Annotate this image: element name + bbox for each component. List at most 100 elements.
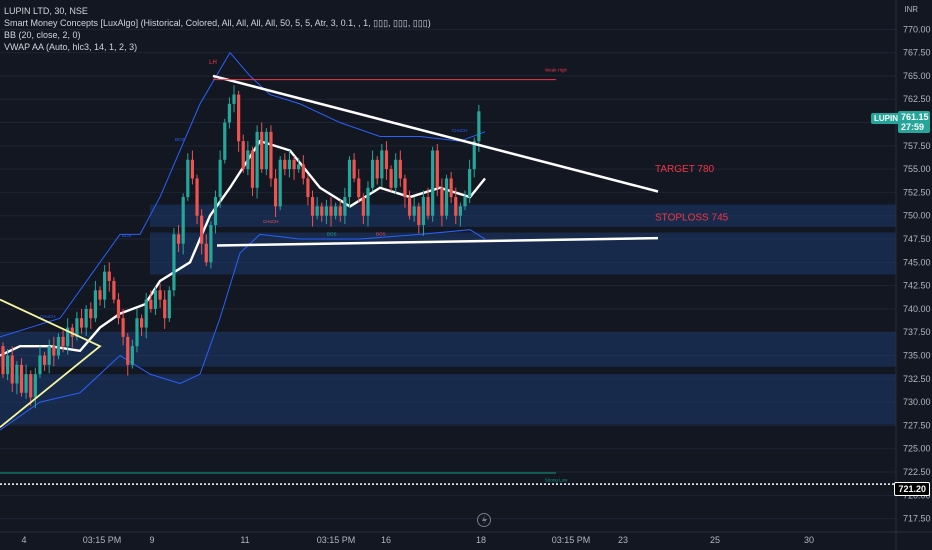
candle-body xyxy=(6,355,10,375)
candle-body xyxy=(394,159,398,188)
trendline-upper xyxy=(212,74,659,193)
price-tick-label: 745.00 xyxy=(903,257,931,267)
candle-body xyxy=(431,150,435,216)
candle-body xyxy=(292,159,296,170)
indicator-smc[interactable]: Smart Money Concepts [LuxAlgo] (Historic… xyxy=(4,18,431,28)
candle-body xyxy=(338,206,342,216)
bos-label: BOS xyxy=(376,231,386,236)
candle-body xyxy=(144,299,148,328)
lightning-icon xyxy=(482,515,487,525)
time-tick-label: 18 xyxy=(476,535,486,545)
candle-body xyxy=(255,131,259,188)
price-tick-label: 770.00 xyxy=(903,24,931,34)
candle-body xyxy=(172,234,176,291)
candle-body xyxy=(24,374,28,393)
candle-body xyxy=(444,178,449,216)
candle-body xyxy=(389,169,393,188)
price-tick-label: 727.50 xyxy=(903,420,931,430)
trendline-lower xyxy=(216,236,659,247)
choch-label: CHoCH xyxy=(452,128,468,133)
order-block-zones xyxy=(0,204,896,425)
time-tick-label: 11 xyxy=(240,535,249,545)
symbol-price-tag: LUPIN xyxy=(871,113,901,124)
candle-body xyxy=(15,364,19,384)
candle-body xyxy=(89,308,93,319)
time-tick-label: 23 xyxy=(618,535,628,545)
candle-body xyxy=(371,159,375,188)
order-block xyxy=(150,204,896,227)
candle-body xyxy=(417,206,421,226)
candle-body xyxy=(61,336,65,347)
price-tick-label: 765.00 xyxy=(903,71,931,81)
candle-body xyxy=(334,206,338,216)
time-tick-label: 03:15 PM xyxy=(83,535,122,545)
candle-body xyxy=(468,169,472,198)
candle-body xyxy=(283,159,287,170)
order-block xyxy=(150,332,896,367)
candle-body xyxy=(324,206,328,216)
dotted-level-tag: 721.20 xyxy=(894,482,930,496)
candle-body xyxy=(56,336,61,356)
indicator-vwap[interactable]: VWAP AA (Auto, hlc3, 14, 1, 2, 3) xyxy=(4,42,138,52)
candle-body xyxy=(158,290,162,300)
candle-body xyxy=(287,159,292,170)
time-tick-label: 16 xyxy=(381,535,391,545)
candle-body xyxy=(98,290,102,300)
candle-body xyxy=(112,280,116,300)
candle-body xyxy=(19,364,24,393)
candle-body xyxy=(375,159,379,179)
candle-body xyxy=(223,122,227,160)
bb-lower xyxy=(0,229,486,431)
candle-body xyxy=(403,178,407,198)
chart-legend: LUPIN LTD, 30, NSE Smart Money Concepts … xyxy=(4,5,431,53)
annotations: TARGET 780 STOPLOSS 745 LH Weak High Strong … xyxy=(40,60,729,527)
candle-body xyxy=(310,197,315,216)
price-tick-label: 722.50 xyxy=(903,467,931,477)
candle-body xyxy=(320,206,324,216)
candle-body xyxy=(135,318,139,347)
candle-body xyxy=(278,159,282,207)
candle-body xyxy=(42,355,47,365)
lightning-icon[interactable] xyxy=(477,513,491,527)
candle-body xyxy=(140,318,144,328)
price-tick-label: 755.00 xyxy=(903,164,931,174)
candle-body xyxy=(301,164,305,179)
price-tick-label: 717.50 xyxy=(903,514,931,524)
candle-body xyxy=(232,94,236,104)
stoploss-label: STOPLOSS 745 xyxy=(655,213,729,224)
candle-body xyxy=(366,187,370,216)
indicator-bb[interactable]: BB (20, close, 2, 0) xyxy=(4,30,81,40)
candle-body xyxy=(246,150,250,170)
candle-body xyxy=(38,355,42,375)
choch-label: CHoCH xyxy=(263,219,279,224)
price-tick-label: 762.50 xyxy=(903,94,931,104)
candle-body xyxy=(103,271,107,300)
candle-body xyxy=(477,111,481,142)
price-axis-bg xyxy=(896,0,932,550)
candle-body xyxy=(458,206,462,216)
candle-body xyxy=(421,197,426,226)
candle-body xyxy=(352,159,356,179)
candle-body xyxy=(237,94,241,142)
candle-body xyxy=(435,150,439,188)
price-tick-label: 740.00 xyxy=(903,304,931,314)
candle-body xyxy=(260,131,264,170)
time-axis: 4 03:15 PM 9 11 03:15 PM 16 18 03:15 PM 23 25 30 xyxy=(0,531,932,545)
candle-body xyxy=(407,197,412,216)
time-tick-label: 30 xyxy=(804,535,814,545)
candle-body xyxy=(195,178,199,216)
candle-body xyxy=(190,159,195,179)
symbol-title: LUPIN LTD, 30, NSE xyxy=(4,6,88,16)
time-tick-label: 03:15 PM xyxy=(552,535,591,545)
lh-label: LH xyxy=(209,60,217,66)
candle-body xyxy=(361,197,365,216)
price-tick-label: 730.00 xyxy=(903,397,931,407)
candle-body xyxy=(213,197,218,226)
candle-body xyxy=(79,318,84,328)
candle-body xyxy=(440,187,444,216)
candle-body xyxy=(47,346,51,365)
candle-body xyxy=(241,141,245,170)
candle-body xyxy=(306,178,310,198)
candle-body xyxy=(398,159,402,179)
